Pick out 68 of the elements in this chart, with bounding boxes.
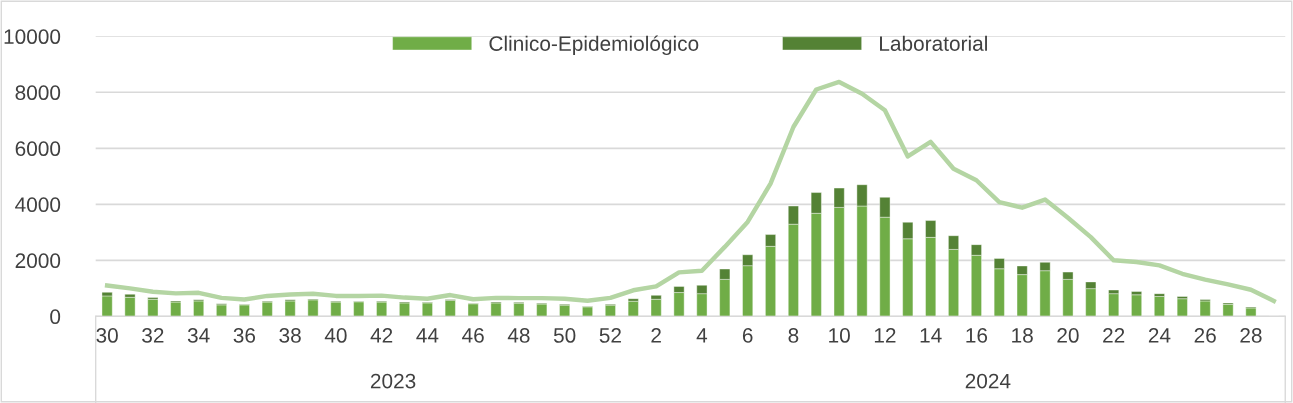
x-tick-label: 2 xyxy=(651,328,661,343)
x-tick-label: 40 xyxy=(324,328,347,343)
bar xyxy=(536,303,548,317)
bar xyxy=(627,301,639,317)
bar xyxy=(101,295,113,317)
x-tick-label: 10 xyxy=(829,328,850,343)
x-tick-label: 14 xyxy=(920,328,942,343)
bar xyxy=(559,304,570,317)
y-tick-label: 0 xyxy=(50,309,61,325)
x-tick-label: 44 xyxy=(416,328,439,343)
x-tick-label: 24 xyxy=(1148,328,1171,343)
bar xyxy=(239,304,250,317)
x-tick-label: 42 xyxy=(370,328,393,343)
bar xyxy=(490,302,502,317)
bar xyxy=(605,304,616,317)
bar xyxy=(1154,296,1165,317)
bar xyxy=(1176,298,1188,317)
bar xyxy=(1199,300,1211,317)
y-tick-label: 8000 xyxy=(15,85,61,101)
bar xyxy=(376,301,387,317)
legend-label: Laboratorial xyxy=(880,35,987,51)
y-tick-label: 10000 xyxy=(4,29,61,45)
x-tick-label: 22 xyxy=(1103,328,1125,343)
bar xyxy=(1131,294,1142,317)
x-tick-label: 36 xyxy=(233,328,256,343)
bar xyxy=(307,299,319,317)
x-tick-label: 4 xyxy=(696,328,708,343)
bar xyxy=(147,299,159,317)
bar xyxy=(1222,304,1234,317)
bar xyxy=(353,301,365,317)
bar xyxy=(513,302,525,317)
bar xyxy=(1245,307,1257,317)
bar xyxy=(261,301,273,317)
bar xyxy=(582,306,593,317)
bar xyxy=(193,300,204,317)
bar xyxy=(1108,293,1120,317)
x-tick-label: 34 xyxy=(187,328,210,343)
x-tick-label: 8 xyxy=(788,328,799,343)
bar xyxy=(444,300,456,317)
text: 2023 xyxy=(370,373,416,389)
x-tick-label: 52 xyxy=(599,328,621,343)
bar xyxy=(650,299,662,317)
text: 2024 xyxy=(965,373,1011,389)
bar xyxy=(422,302,433,317)
x-tick-label: 12 xyxy=(874,328,896,343)
bar xyxy=(284,300,296,317)
bar xyxy=(170,301,182,317)
bar xyxy=(467,303,479,317)
x-tick-label: 46 xyxy=(462,328,484,343)
x-tick-label: 50 xyxy=(553,328,576,343)
x-tick-label: 28 xyxy=(1240,328,1262,343)
y-tick-label: 6000 xyxy=(15,141,61,157)
y-tick-label: 4000 xyxy=(15,197,61,213)
x-tick-label: 6 xyxy=(742,328,753,343)
bar xyxy=(124,297,136,317)
x-tick-label: 30 xyxy=(96,328,118,343)
x-tick-label: 16 xyxy=(966,328,988,343)
line-series xyxy=(104,79,1277,304)
x-tick-label: 26 xyxy=(1194,328,1216,343)
x-tick-label: 20 xyxy=(1057,328,1079,343)
x-tick-label: 32 xyxy=(142,328,164,343)
bar xyxy=(330,301,342,317)
x-tick-label: 38 xyxy=(279,328,301,343)
x-tick-label: 18 xyxy=(1012,328,1033,343)
x-tick-label: 48 xyxy=(507,328,530,343)
y-tick-label: 2000 xyxy=(15,253,61,269)
legend-label: Clinico-Epidemiológico xyxy=(489,35,699,56)
bar xyxy=(399,302,410,317)
